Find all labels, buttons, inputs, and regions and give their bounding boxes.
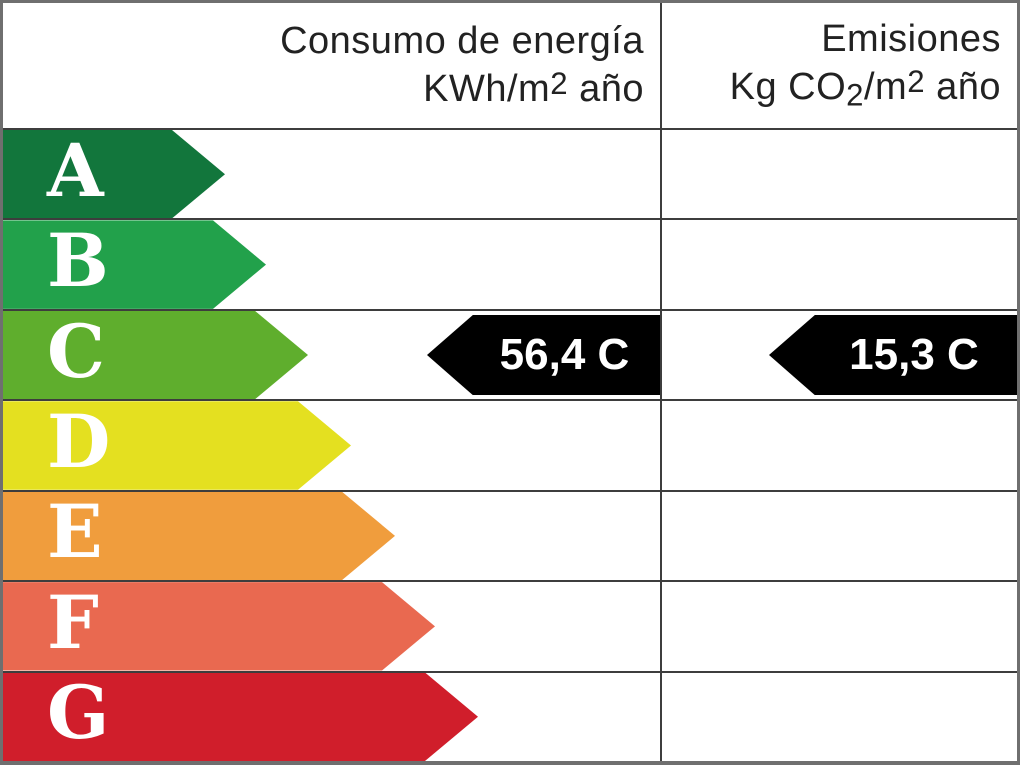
rating-letter: D <box>47 398 111 485</box>
emissions-value-arrow-text: 15,3 C <box>849 330 979 380</box>
emissions-cell-a <box>662 130 1017 218</box>
rating-arrow-f: F <box>3 582 435 670</box>
rating-letter: A <box>47 127 104 214</box>
rating-row-b: B <box>3 218 1017 309</box>
header-emissions-subscript: 2 <box>846 77 864 113</box>
header-emissions-unit-mid: /m <box>863 65 908 108</box>
rating-row-d: D <box>3 399 1017 490</box>
consumption-cell-c: C 56,4 C <box>3 310 662 400</box>
rating-arrow-c: C <box>3 311 308 399</box>
consumption-cell-g: G <box>3 672 662 761</box>
rating-arrow-g: G <box>3 673 478 761</box>
rating-row-g: G <box>3 670 1017 761</box>
consumption-cell-e: E <box>3 491 662 581</box>
consumption-value-arrow-text: 56,4 C <box>499 330 630 380</box>
rating-row-f: F <box>3 580 1017 671</box>
consumption-cell-b: B <box>3 220 662 309</box>
header-emissions-unit: Kg CO <box>729 65 847 108</box>
header-emissions-line2: Kg CO2/m2 año <box>730 63 1001 114</box>
rating-row-e: E <box>3 489 1017 581</box>
consumption-cell-f: F <box>3 582 662 671</box>
emissions-cell-d <box>662 401 1017 489</box>
header-emissions: Emisiones Kg CO2/m2 año <box>662 3 1017 128</box>
header-consumption-unit-suffix: año <box>568 67 644 110</box>
rating-letter: E <box>47 489 103 576</box>
rating-letter: B <box>47 218 109 305</box>
emissions-value-arrow: 15,3 C <box>769 314 1017 396</box>
rating-letter: F <box>47 579 99 666</box>
rating-letter: C <box>47 308 106 395</box>
consumption-cell-d: D <box>3 401 662 490</box>
emissions-cell-e <box>662 492 1017 580</box>
column-headers: Consumo de energía KWh/m2 año Emisiones … <box>3 3 1017 128</box>
header-consumption-line2: KWh/m2 año <box>423 65 644 112</box>
header-consumption-superscript: 2 <box>550 65 569 101</box>
emissions-cell-b <box>662 220 1017 308</box>
rating-arrow-a: A <box>3 130 225 218</box>
rating-letter: G <box>47 670 110 757</box>
emissions-cell-f <box>662 582 1017 670</box>
rating-arrow-e: E <box>3 492 395 580</box>
consumption-cell-a: A <box>3 130 662 219</box>
rating-row-a: A <box>3 128 1017 219</box>
consumption-value-arrow: 56,4 C <box>427 314 660 396</box>
header-consumption-line1: Consumo de energía <box>280 19 644 62</box>
rating-arrow-d: D <box>3 401 351 489</box>
header-emissions-superscript: 2 <box>907 63 926 99</box>
emissions-cell-g <box>662 673 1017 761</box>
header-emissions-unit-suffix: año <box>925 65 1001 108</box>
header-consumption-unit: KWh/m <box>423 67 551 110</box>
rating-row-c: C 56,4 C 15,3 C <box>3 308 1017 400</box>
header-consumption: Consumo de energía KWh/m2 año <box>3 3 662 128</box>
header-emissions-line1: Emisiones <box>821 18 1001 61</box>
emissions-cell-c: 15,3 C <box>662 311 1017 399</box>
rating-arrow-b: B <box>3 220 266 308</box>
